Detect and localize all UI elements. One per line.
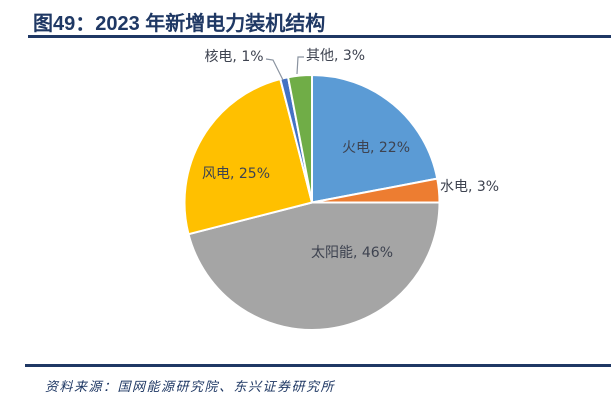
slice-label-other: 其他, 3% [306, 48, 365, 64]
title-rule [28, 35, 611, 38]
pie-slice-wind [183, 78, 313, 236]
footer-rule [25, 364, 611, 367]
slice-label-nuclear: 核电, 1% [204, 49, 263, 65]
pie-slice-other [287, 74, 313, 204]
slice-labels: 火电, 22% 水电, 3% 太阳能, 46% 风电, 25% 核电, 1% 其… [202, 48, 499, 261]
leader-lines [265, 56, 304, 81]
leader-line-other [296, 56, 304, 75]
slice-label-hydro: 水电, 3% [440, 179, 499, 195]
pie-slice-solar [187, 201, 441, 331]
pie-slice-thermal [311, 74, 439, 204]
leader-line-nuclear [265, 58, 284, 81]
source-note: 资料来源：国网能源研究院、东兴证券研究所 [45, 379, 336, 394]
slice-label-solar: 太阳能, 46% [311, 245, 393, 261]
pie-slices [183, 74, 441, 331]
slice-label-thermal: 火电, 22% [342, 140, 410, 156]
figure-title: 图49：2023 年新增电力装机结构 [33, 13, 326, 35]
slice-label-wind: 风电, 25% [202, 166, 270, 182]
